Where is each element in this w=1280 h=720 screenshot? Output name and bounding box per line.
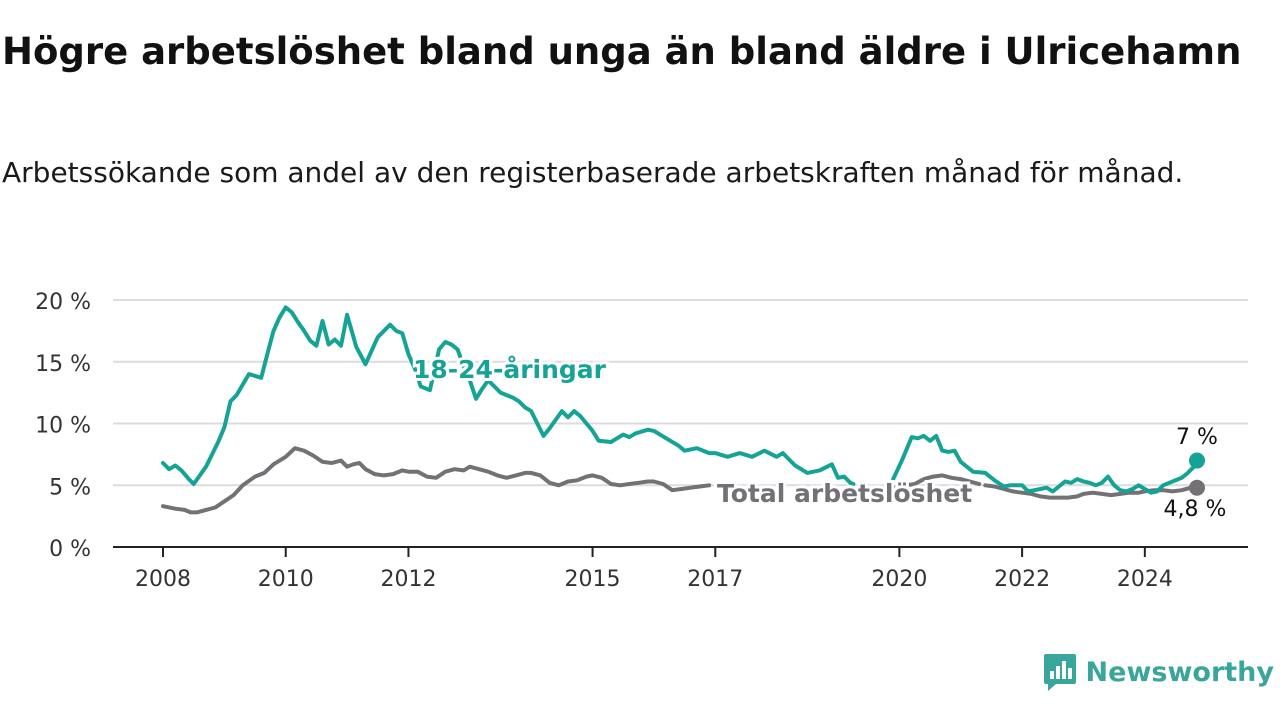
- y-tick-label: 0 %: [49, 537, 91, 562]
- brand-name: Newsworthy: [1085, 656, 1274, 688]
- series-end-marker-1: [1189, 479, 1205, 496]
- x-tick-label: 2017: [687, 567, 743, 592]
- series-line-0: [161, 305, 856, 486]
- series-lines: [161, 305, 1205, 515]
- series-name-label-total: Total arbetslöshet: [717, 479, 972, 508]
- x-tick-label: 2012: [380, 567, 436, 592]
- x-tick-label: 2020: [871, 567, 927, 592]
- newsworthy-logo: Newsworthy: [1042, 652, 1274, 692]
- series-end-marker-0: [1189, 452, 1205, 469]
- series-line-1: [161, 446, 712, 515]
- series-line-1: [885, 473, 982, 490]
- x-tick-label: 2008: [135, 567, 191, 592]
- chart-title: Högre arbetslöshet bland unga än bland ä…: [2, 30, 1242, 73]
- x-tick-label: 2024: [1117, 567, 1173, 592]
- x-tick-label: 2022: [994, 567, 1050, 592]
- y-tick-label: 20 %: [35, 290, 91, 315]
- x-tick-label: 2015: [565, 567, 621, 592]
- series-line-1: [983, 483, 1199, 500]
- chart-subtitle: Arbetssökande som andel av den registerb…: [2, 156, 1184, 189]
- y-tick-label: 15 %: [35, 352, 91, 377]
- x-axis: 2008 2010 2012 2015 2017 2020 2022 2024: [113, 546, 1248, 592]
- series-name-label-youth: 18-24-åringar: [413, 355, 607, 384]
- y-tick-label: 10 %: [35, 414, 91, 439]
- x-tick-label: 2010: [258, 567, 314, 592]
- newsworthy-chart-icon: [1043, 654, 1076, 691]
- y-tick-label: 5 %: [49, 475, 91, 500]
- series-labels: 18-24-åringar Total arbetslöshet 7 % 4,8 %: [410, 352, 1229, 525]
- y-axis-tick-labels: 0 % 5 % 10 % 15 % 20 %: [35, 290, 91, 562]
- series-end-value-youth: 7 %: [1176, 425, 1218, 450]
- series-line-0: [891, 433, 1199, 495]
- series-end-value-total: 4,8 %: [1164, 497, 1227, 522]
- line-chart: 0 %5 %10 %15 %20 % 2008 2010 2012 2015 2017 2…: [35, 290, 1248, 592]
